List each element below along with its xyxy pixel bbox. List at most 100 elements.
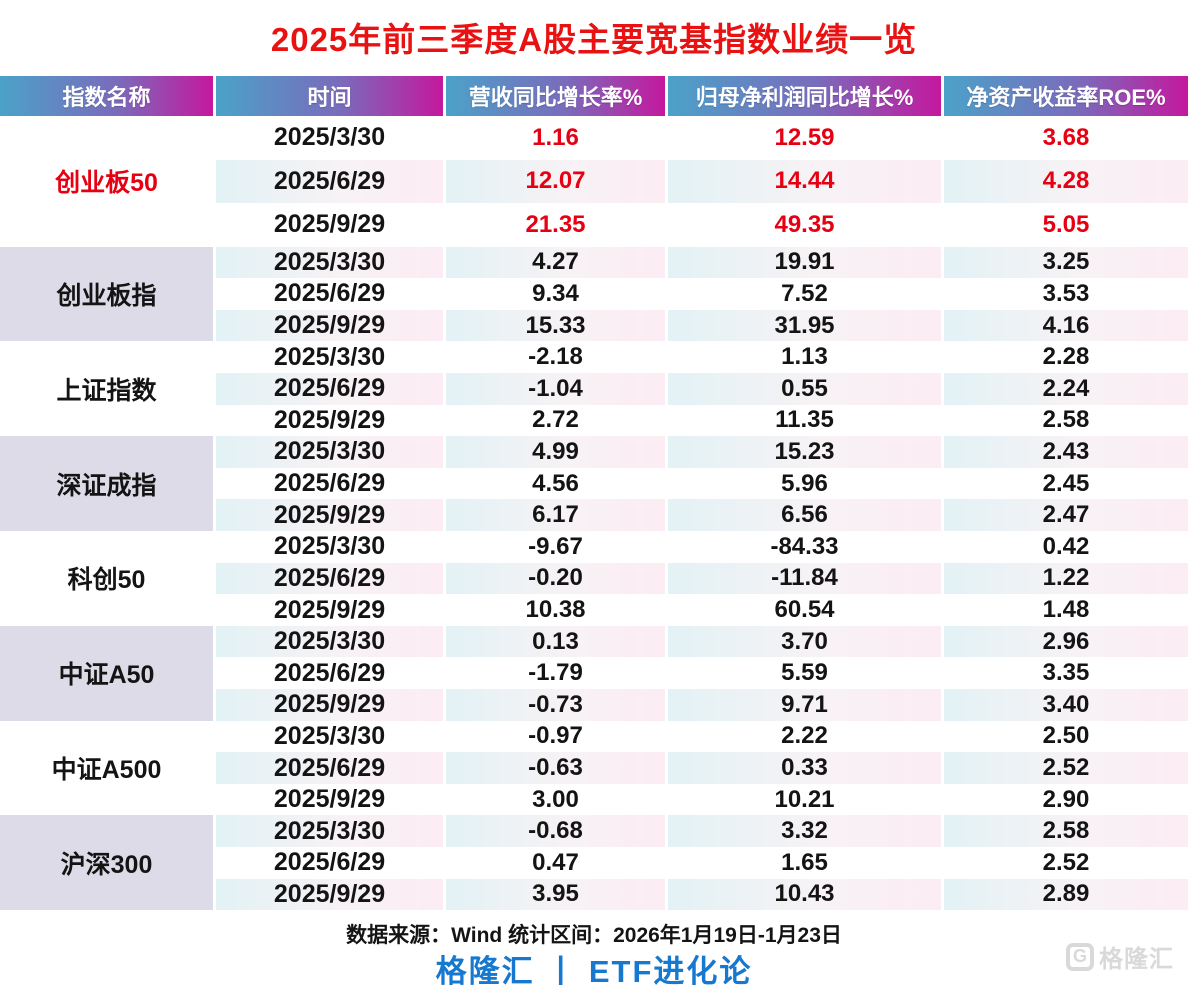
- roe-cell: 2.58: [944, 404, 1188, 437]
- date-cell: 2025/6/29: [216, 657, 443, 690]
- revenue-growth-cell: 4.99: [446, 436, 665, 468]
- index-name-cell: 中证A50: [0, 625, 213, 721]
- profit-growth-cell: -84.33: [668, 530, 941, 563]
- performance-table: 指数名称 时间 营收同比增长率% 归母净利润同比增长% 净资产收益率ROE% 创业板50 2…: [0, 76, 1188, 911]
- profit-growth-cell: 0.55: [668, 372, 941, 405]
- profit-growth-cell: 10.43: [668, 878, 941, 911]
- date-cell: 2025/3/30: [216, 341, 443, 373]
- date-cell: 2025/9/29: [216, 594, 443, 626]
- date-cell: 2025/6/29: [216, 847, 443, 879]
- date-cell: 2025/3/30: [216, 116, 443, 160]
- profit-growth-cell: 19.91: [668, 246, 941, 279]
- revenue-growth-cell: 6.17: [446, 499, 665, 531]
- date-cell: 2025/6/29: [216, 467, 443, 500]
- roe-cell: 2.43: [944, 436, 1188, 468]
- revenue-growth-cell: -1.04: [446, 372, 665, 405]
- revenue-growth-cell: 9.34: [446, 278, 665, 310]
- gelonghui-watermark: G 格隆汇: [1066, 939, 1174, 974]
- profit-growth-cell: 11.35: [668, 404, 941, 437]
- profit-growth-cell: 2.22: [668, 720, 941, 753]
- date-cell: 2025/6/29: [216, 159, 443, 203]
- revenue-growth-cell: 15.33: [446, 309, 665, 342]
- column-header-3: 归母净利润同比增长%: [668, 76, 941, 116]
- profit-growth-cell: -11.84: [668, 562, 941, 595]
- date-cell: 2025/3/30: [216, 625, 443, 658]
- roe-cell: 3.25: [944, 246, 1188, 279]
- index-name-cell: 沪深300: [0, 815, 213, 911]
- revenue-growth-cell: 2.72: [446, 404, 665, 437]
- profit-growth-cell: 5.59: [668, 657, 941, 690]
- profit-growth-cell: 5.96: [668, 467, 941, 500]
- roe-cell: 2.50: [944, 720, 1188, 753]
- roe-cell: 3.40: [944, 689, 1188, 721]
- date-cell: 2025/9/29: [216, 203, 443, 247]
- roe-cell: 2.47: [944, 499, 1188, 531]
- index-name-cell: 深证成指: [0, 436, 213, 531]
- date-cell: 2025/3/30: [216, 436, 443, 468]
- profit-growth-cell: 60.54: [668, 594, 941, 626]
- roe-cell: 3.53: [944, 278, 1188, 310]
- column-header-2: 营收同比增长率%: [446, 76, 665, 116]
- roe-cell: 2.52: [944, 847, 1188, 879]
- roe-cell: 1.22: [944, 562, 1188, 595]
- index-name-cell: 科创50: [0, 530, 213, 626]
- profit-growth-cell: 1.13: [668, 341, 941, 373]
- date-cell: 2025/6/29: [216, 372, 443, 405]
- roe-cell: 2.58: [944, 815, 1188, 848]
- revenue-growth-cell: -0.73: [446, 689, 665, 721]
- date-cell: 2025/3/30: [216, 720, 443, 753]
- profit-growth-cell: 3.70: [668, 625, 941, 658]
- revenue-growth-cell: 1.16: [446, 116, 665, 160]
- date-cell: 2025/9/29: [216, 404, 443, 437]
- revenue-growth-cell: 4.56: [446, 467, 665, 500]
- date-cell: 2025/9/29: [216, 878, 443, 911]
- revenue-growth-cell: 12.07: [446, 159, 665, 203]
- profit-growth-cell: 10.21: [668, 783, 941, 816]
- roe-cell: 1.48: [944, 594, 1188, 626]
- profit-growth-cell: 7.52: [668, 278, 941, 310]
- roe-cell: 2.24: [944, 372, 1188, 405]
- roe-cell: 5.05: [944, 203, 1188, 247]
- roe-cell: 2.89: [944, 878, 1188, 911]
- index-name-cell: 上证指数: [0, 341, 213, 437]
- revenue-growth-cell: -0.97: [446, 720, 665, 753]
- date-cell: 2025/6/29: [216, 752, 443, 784]
- revenue-growth-cell: 0.13: [446, 625, 665, 658]
- date-cell: 2025/3/30: [216, 815, 443, 848]
- revenue-growth-cell: -1.79: [446, 657, 665, 690]
- profit-growth-cell: 15.23: [668, 436, 941, 468]
- roe-cell: 2.28: [944, 341, 1188, 373]
- roe-cell: 3.68: [944, 116, 1188, 160]
- date-cell: 2025/6/29: [216, 278, 443, 310]
- roe-cell: 3.35: [944, 657, 1188, 690]
- date-cell: 2025/9/29: [216, 689, 443, 721]
- index-name-cell: 创业板50: [0, 116, 213, 247]
- column-header-0: 指数名称: [0, 76, 213, 116]
- profit-growth-cell: 49.35: [668, 203, 941, 247]
- roe-cell: 2.45: [944, 467, 1188, 500]
- revenue-growth-cell: -0.68: [446, 815, 665, 848]
- profit-growth-cell: 31.95: [668, 309, 941, 342]
- gelonghui-logo-icon: G: [1066, 942, 1094, 971]
- profit-growth-cell: 1.65: [668, 847, 941, 879]
- roe-cell: 4.28: [944, 159, 1188, 203]
- data-source-note: 数据来源：Wind 统计区间：2026年1月19日-1月23日: [346, 924, 842, 947]
- revenue-growth-cell: 21.35: [446, 203, 665, 247]
- profit-growth-cell: 9.71: [668, 689, 941, 721]
- page-title: 2025年前三季度A股主要宽基指数业绩一览: [270, 21, 918, 58]
- revenue-growth-cell: 10.38: [446, 594, 665, 626]
- revenue-growth-cell: -0.20: [446, 562, 665, 595]
- index-name-cell: 创业板指: [0, 246, 213, 342]
- profit-growth-cell: 14.44: [668, 159, 941, 203]
- profit-growth-cell: 6.56: [668, 499, 941, 531]
- profit-growth-cell: 0.33: [668, 752, 941, 784]
- date-cell: 2025/3/30: [216, 246, 443, 279]
- revenue-growth-cell: 3.00: [446, 783, 665, 816]
- date-cell: 2025/9/29: [216, 499, 443, 531]
- revenue-growth-cell: -2.18: [446, 341, 665, 373]
- revenue-growth-cell: -9.67: [446, 530, 665, 563]
- revenue-growth-cell: 0.47: [446, 847, 665, 879]
- date-cell: 2025/3/30: [216, 530, 443, 563]
- brand-line: 格隆汇 丨 ETF进化论: [435, 954, 753, 989]
- date-cell: 2025/6/29: [216, 562, 443, 595]
